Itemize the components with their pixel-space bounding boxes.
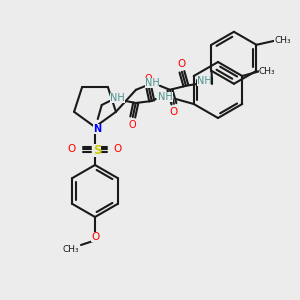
Text: NH: NH [145, 78, 159, 88]
Text: O: O [91, 232, 99, 242]
Text: CH₃: CH₃ [63, 244, 79, 253]
Text: CH₃: CH₃ [259, 67, 276, 76]
Text: NH: NH [196, 76, 211, 86]
Text: O: O [178, 59, 186, 69]
Text: NH: NH [110, 93, 125, 103]
Text: NH: NH [158, 92, 173, 102]
Text: O: O [170, 107, 178, 117]
Text: O: O [145, 74, 153, 84]
Text: S: S [93, 143, 101, 157]
Text: O: O [129, 120, 136, 130]
Text: O: O [114, 144, 122, 154]
Text: CH₃: CH₃ [274, 36, 291, 45]
Text: N: N [93, 124, 101, 134]
Text: O: O [68, 144, 76, 154]
